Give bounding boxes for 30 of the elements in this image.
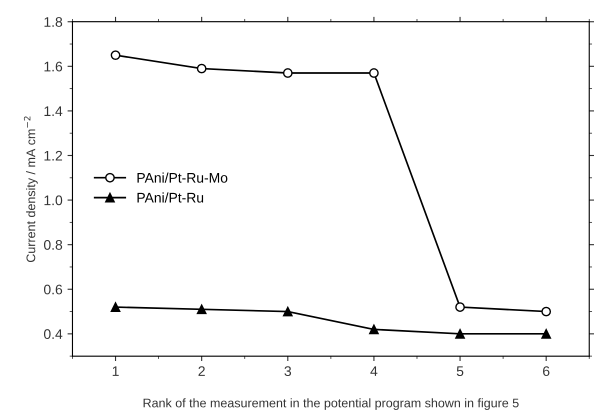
x-tick-label: 6: [543, 366, 550, 376]
x-axis-title: Rank of the measurement in the potential program shown in figure 5: [144, 398, 519, 410]
y-tick-label: 1.0: [44, 195, 62, 206]
x-tick-label: 4: [370, 366, 378, 376]
point: [110, 302, 120, 312]
point: [541, 328, 552, 339]
x-tick-label: 5: [456, 366, 464, 376]
y-tick-label: 1.4: [44, 106, 62, 116]
point: [110, 50, 120, 60]
x-tick-label: 2: [198, 366, 205, 376]
y-tick-label: 1.6: [44, 62, 62, 72]
y-tick-label: 0.6: [44, 284, 62, 294]
point: [541, 306, 552, 316]
point: [369, 68, 379, 78]
legend-label: PAni/Pt-Ru-Mo: [137, 172, 228, 183]
x-tick-label: 1: [112, 366, 119, 376]
y-axis-title: Current density / mA cm$^{−2}$: [24, 116, 38, 262]
y-tick-label: 1.2: [44, 150, 62, 161]
point: [455, 302, 465, 312]
point: [282, 68, 293, 78]
y-tick-label: 0.8: [44, 240, 62, 250]
point: [282, 306, 293, 316]
point: [369, 324, 379, 334]
x-tick-label: 3: [284, 366, 292, 376]
point: [196, 304, 207, 314]
point: [196, 64, 207, 74]
legend-label: PAni/Pt-Ru: [137, 192, 204, 203]
y-tick-label: 1.8: [44, 17, 62, 27]
y-tick-label: 0.4: [44, 329, 62, 340]
point: [455, 328, 465, 339]
